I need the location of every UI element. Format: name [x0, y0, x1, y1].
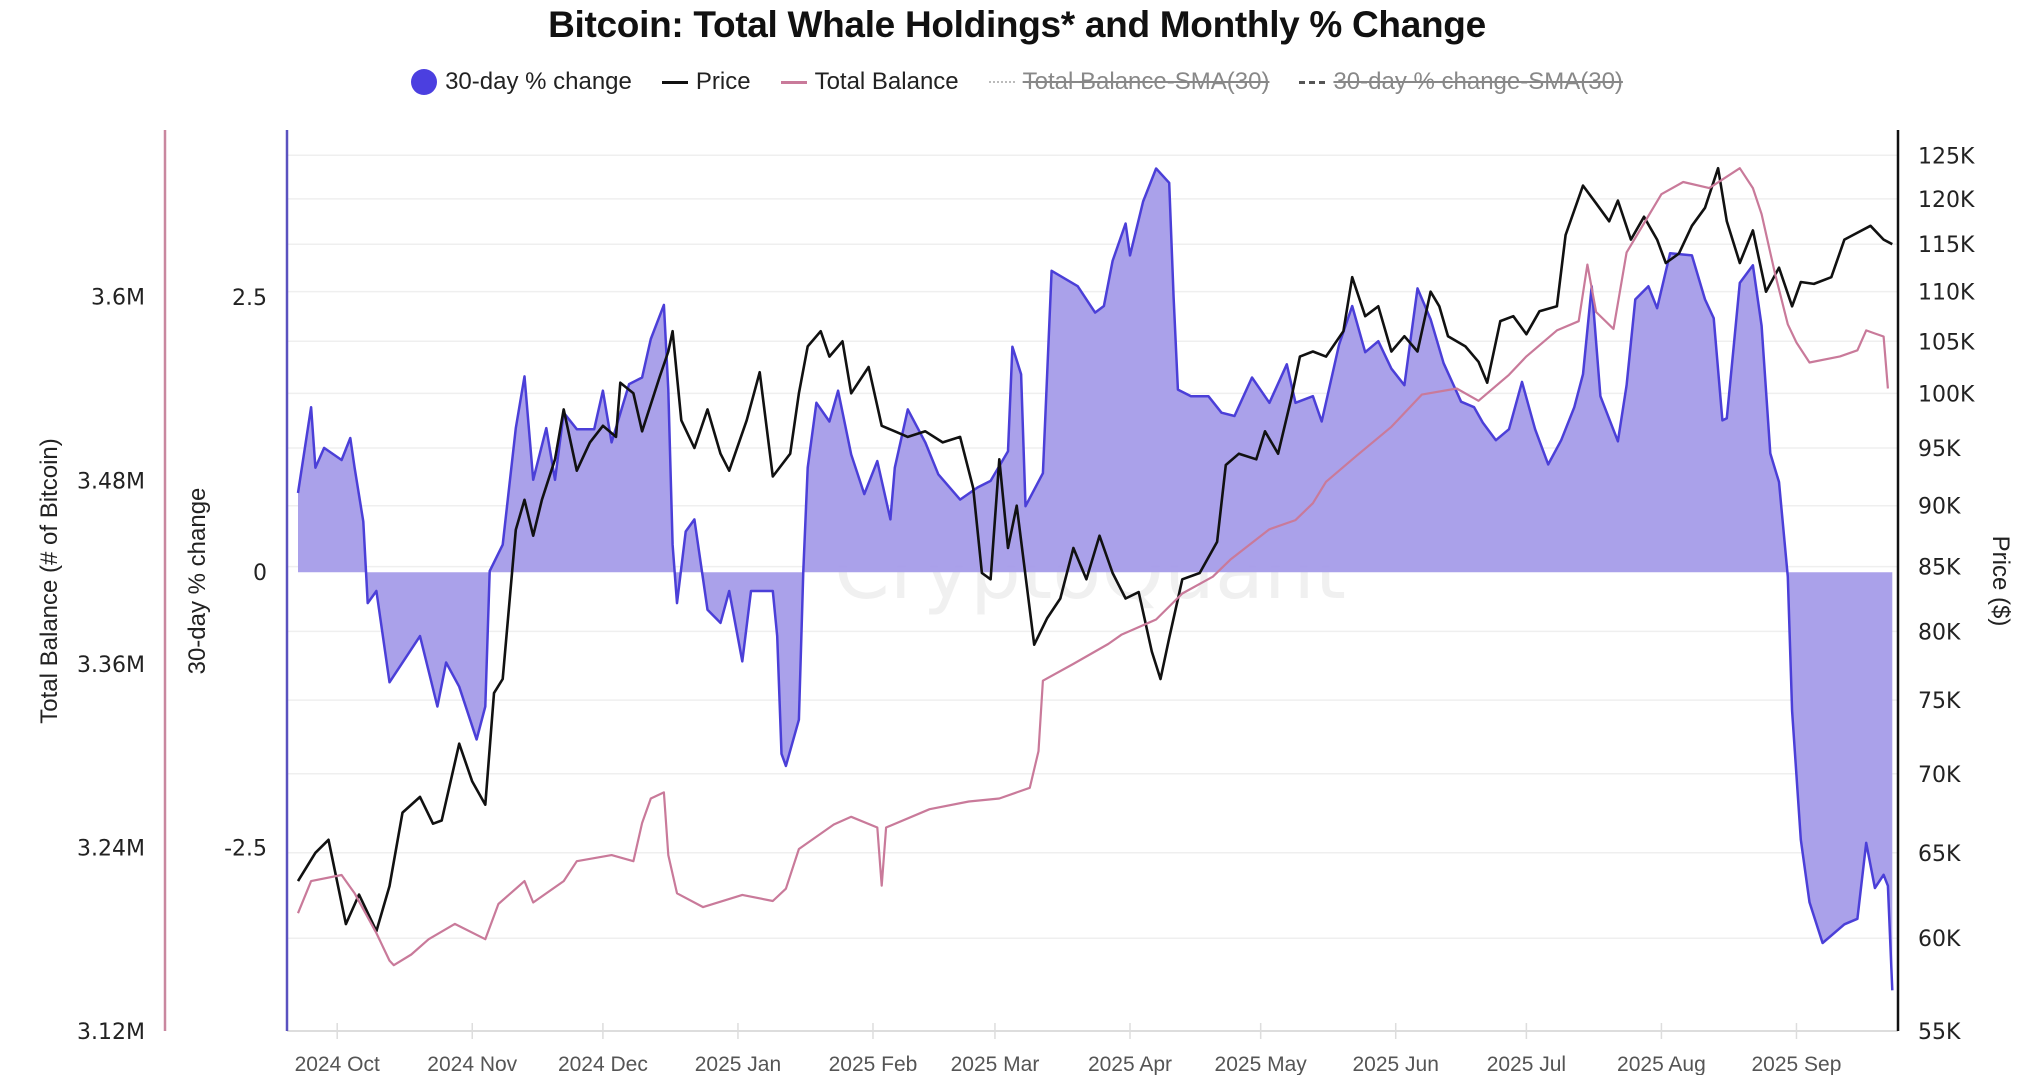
pct-tick-label: 2.5 — [232, 286, 267, 311]
legend-label: 30-day % change — [445, 68, 632, 95]
pct-tick-label: 0 — [253, 561, 267, 586]
legend-label: Price — [695, 68, 751, 95]
legend-item-pct-change[interactable]: 30-day % change — [411, 68, 632, 96]
legend-label: 30-day % change-SMA(30) — [1333, 68, 1623, 95]
x-tick-label: 2025 Jun — [1353, 1053, 1439, 1075]
price-tick-label: 80K — [1918, 620, 1961, 645]
legend-line-icon — [780, 80, 807, 84]
price-tick-label: 70K — [1918, 763, 1961, 788]
price-tick-label: 75K — [1918, 689, 1961, 714]
price-tick-label: 100K — [1918, 382, 1975, 407]
legend-label: Total Balance — [814, 68, 959, 95]
legend-dot-icon — [411, 69, 438, 95]
x-tick-label: 2024 Oct — [295, 1053, 380, 1075]
price-axis-title: Price ($) — [1987, 536, 2014, 627]
price-line — [296, 166, 1893, 933]
axes-layer: 2024 Oct 2024 Nov 2024 Dec 2025 Jan 2025 Feb… — [36, 130, 2014, 1075]
pct-change-area — [298, 168, 1893, 991]
series-layer — [296, 166, 1894, 991]
x-tick-label: 2025 Jul — [1487, 1053, 1566, 1075]
price-tick-label: 125K — [1918, 144, 1975, 169]
balance-tick-label: 3.24M — [77, 836, 145, 861]
pct-axis-title: 30-day % change — [184, 488, 211, 675]
price-tick-label: 85K — [1918, 556, 1961, 581]
x-tick-label: 2025 Mar — [951, 1053, 1040, 1075]
price-tick-label: 95K — [1918, 437, 1961, 462]
price-tick-label: 60K — [1918, 927, 1961, 952]
balance-axis-title: Total Balance (# of Bitcoin) — [36, 438, 63, 723]
price-tick-label: 110K — [1918, 281, 1975, 306]
legend-item-price[interactable]: Price — [661, 68, 751, 96]
legend-line-icon — [661, 80, 688, 84]
price-tick-label: 120K — [1918, 188, 1975, 213]
legend-item-balance-sma[interactable]: Total Balance-SMA(30) — [988, 68, 1270, 96]
balance-tick-label: 3.12M — [77, 1020, 145, 1045]
legend-dashed-line-icon — [1299, 80, 1326, 84]
legend-dotted-line-icon — [988, 81, 1015, 83]
total-balance-line — [296, 167, 1889, 967]
legend-item-total-balance[interactable]: Total Balance — [780, 68, 959, 96]
chart-title: Bitcoin: Total Whale Holdings* and Month… — [548, 4, 1486, 45]
balance-tick-label: 3.6M — [91, 286, 145, 311]
balance-tick-label: 3.48M — [77, 469, 145, 494]
balance-tick-label: 3.36M — [77, 653, 145, 678]
pct-tick-label: -2.5 — [224, 836, 267, 861]
x-tick-label: 2024 Nov — [427, 1053, 517, 1075]
price-tick-label: 105K — [1918, 330, 1975, 355]
legend-label: Total Balance-SMA(30) — [1022, 68, 1270, 95]
x-tick-label: 2025 May — [1215, 1053, 1308, 1075]
price-tick-label: 65K — [1918, 842, 1961, 867]
price-tick-label: 55K — [1918, 1020, 1961, 1045]
pct-change-line — [296, 167, 1894, 991]
x-tick-label: 2025 Feb — [829, 1053, 918, 1075]
x-tick-label: 2025 Jan — [695, 1053, 781, 1075]
x-tick-label: 2025 Sep — [1752, 1053, 1842, 1075]
x-tick-label: 2025 Aug — [1617, 1053, 1706, 1075]
x-tick-label: 2024 Dec — [558, 1053, 648, 1075]
price-tick-label: 115K — [1918, 233, 1975, 258]
x-tick-label: 2025 Apr — [1088, 1053, 1172, 1075]
legend: 30-day % change Price Total Balance Tota… — [0, 68, 2034, 96]
price-tick-label: 90K — [1918, 495, 1961, 520]
legend-item-pct-sma[interactable]: 30-day % change-SMA(30) — [1299, 68, 1623, 96]
